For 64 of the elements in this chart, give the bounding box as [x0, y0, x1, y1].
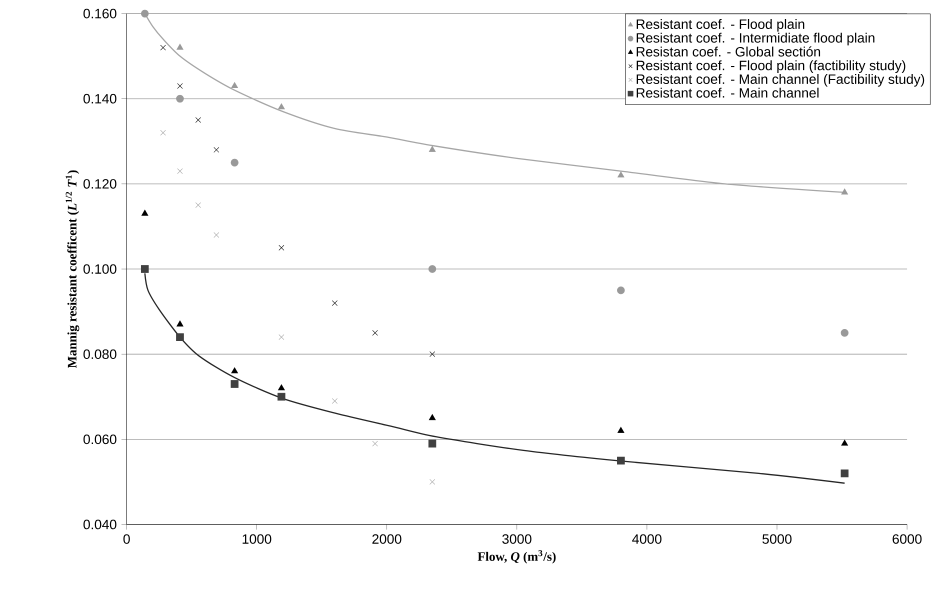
point: [177, 168, 183, 174]
point: [841, 440, 848, 446]
point: [160, 130, 166, 136]
y-tick-label: 0.120: [83, 178, 116, 189]
point: [214, 146, 220, 152]
point: [841, 188, 848, 194]
y-tick-label: 0.040: [83, 520, 116, 530]
point: [176, 320, 184, 326]
x-axis-title: Flow, Q (m$^{3}$/s): [478, 550, 556, 564]
point: [140, 264, 149, 273]
y-axis-title: Mannig resistant coefficent (L$^{1/2}$ T$^{1}$): [66, 170, 80, 368]
point: [160, 44, 166, 50]
x-tick-label: 1000: [242, 534, 272, 544]
point: [176, 94, 184, 102]
legend-label: Resistant coef. - Main channel: [636, 88, 819, 98]
point: [429, 478, 436, 485]
point: [230, 380, 238, 388]
point: [617, 456, 625, 464]
x-tick-label: 4000: [632, 534, 662, 544]
point: [428, 264, 436, 273]
legend-label: Resistant coef. - Flood plain (factibility study): [636, 60, 906, 73]
point: [618, 171, 624, 178]
x-tick-label: 5000: [762, 534, 792, 544]
legend-label: Resistan coef. - Global sectión: [636, 46, 820, 56]
point: [278, 384, 285, 390]
point: [840, 328, 849, 337]
y-tick-label: 0.100: [83, 264, 116, 274]
point: [278, 334, 284, 340]
point: [195, 117, 202, 123]
point: [429, 351, 436, 357]
point: [176, 44, 184, 50]
point: [617, 286, 625, 294]
x-tick-label: 6000: [892, 534, 922, 544]
point: [372, 330, 378, 336]
y-tick-label: 0.160: [83, 8, 116, 18]
x-tick-label: 2000: [372, 534, 402, 544]
point: [176, 333, 184, 341]
point: [618, 426, 624, 433]
point: [230, 158, 238, 166]
point: [177, 82, 183, 89]
point: [140, 10, 149, 18]
y-tick-label: 0.060: [83, 434, 116, 444]
point: [195, 202, 202, 208]
point: [214, 232, 220, 238]
x-tick-label: 3000: [502, 534, 532, 544]
point: [372, 440, 378, 446]
point: [332, 300, 338, 306]
y-tick-label: 0.080: [83, 349, 116, 359]
legend-label: Resistant coef. - Flood plain: [636, 18, 804, 32]
point: [278, 103, 285, 110]
point: [428, 440, 436, 448]
point: [278, 392, 286, 400]
point: [428, 414, 436, 420]
legend-label: Resistant coef. - Main channel (Factibility study): [636, 74, 924, 87]
legend-label: Resistant coef. - Intermidiate flood plain: [636, 32, 874, 46]
x-tick-label: 0: [123, 534, 130, 544]
point: [332, 398, 338, 404]
point: [278, 244, 284, 250]
point: [141, 210, 148, 216]
point: [428, 146, 436, 152]
y-tick-label: 0.140: [83, 94, 116, 104]
point: [231, 82, 238, 88]
point: [840, 469, 849, 478]
point: [231, 367, 238, 374]
